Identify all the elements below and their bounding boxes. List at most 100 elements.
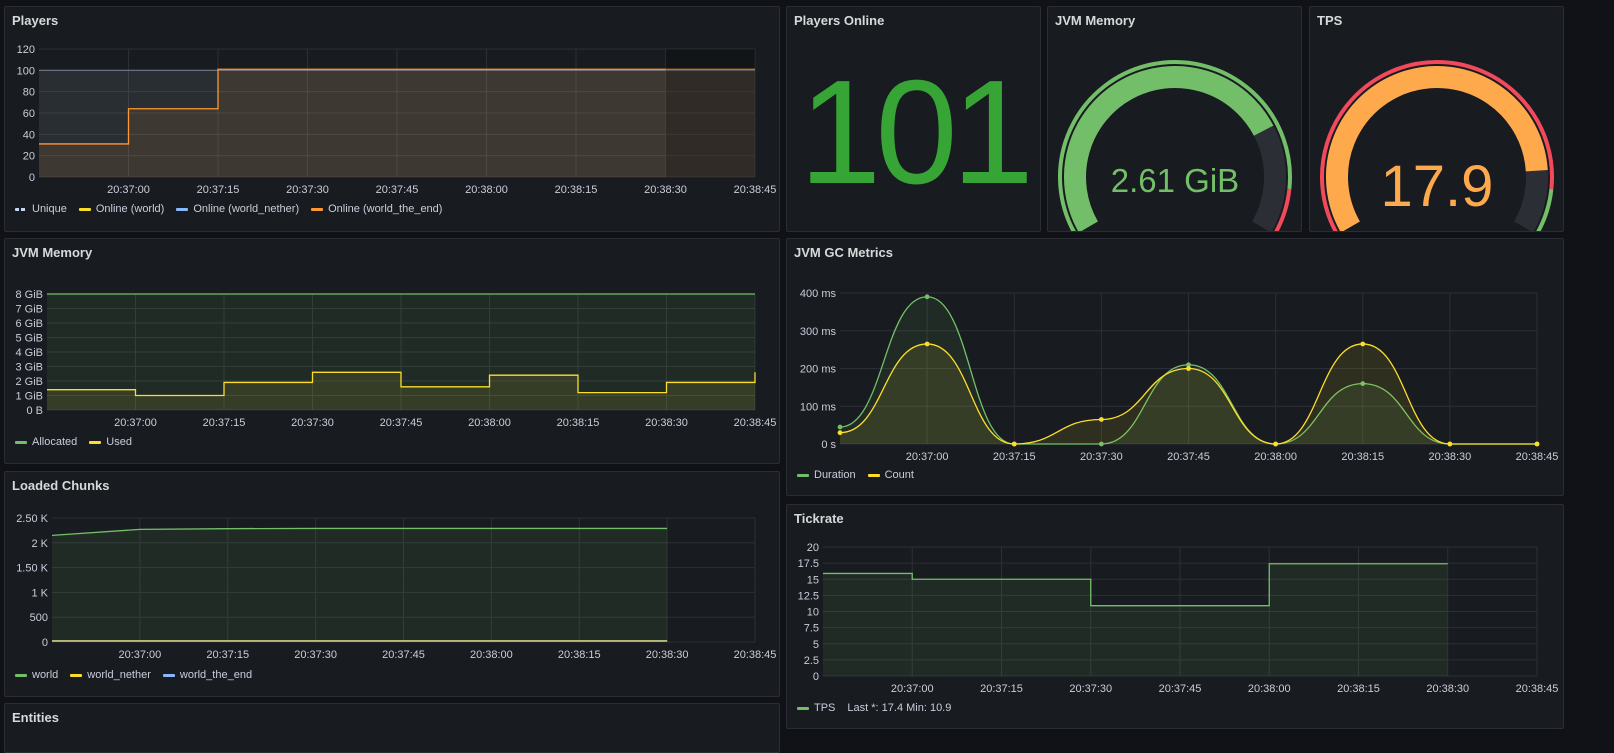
x-tick-label: 20:38:15 — [557, 417, 600, 429]
x-tick-label: 20:38:45 — [734, 184, 777, 196]
legend-swatch — [797, 706, 809, 710]
legend-swatch — [176, 207, 189, 211]
x-tick-label: 20:37:15 — [993, 451, 1036, 463]
x-tick-label: 20:37:30 — [1080, 451, 1123, 463]
players-online-panel: Players Online 101 — [786, 6, 1041, 232]
data-point — [1534, 441, 1540, 447]
x-tick-label: 20:37:45 — [1159, 683, 1202, 695]
legend-item[interactable]: Count — [867, 469, 914, 481]
y-tick-label: 100 — [17, 65, 35, 77]
x-tick-label: 20:37:15 — [206, 649, 249, 661]
y-tick-label: 1 K — [31, 587, 48, 599]
chunks-chart[interactable]: 0 500 1 K 1.50 K 2 K 2.50 K 20:37:00 20:37:15 20… — [5, 472, 780, 697]
legend-item[interactable]: Online (world_nether) — [176, 203, 299, 215]
x-tick-label: 20:37:00 — [891, 683, 934, 695]
y-tick-label: 20 — [23, 151, 35, 163]
jvm-memory-panel: JVM Memory 0 B 1 GiB 2 GiB 3 GiB 4 GiB 5 GiB 6… — [4, 238, 780, 464]
legend-item[interactable]: world_nether — [70, 669, 151, 681]
legend-label: world_the_end — [179, 669, 253, 681]
panel-title: Loaded Chunks — [12, 478, 110, 493]
tickrate-legend: TPS Last *: 17.4 Min: 10.9 — [797, 702, 951, 714]
y-tick-label: 4 GiB — [15, 347, 43, 359]
players-online-value: 101 — [799, 50, 1034, 215]
gauge-threshold-mid — [1320, 60, 1554, 190]
players-chart[interactable]: 0 20 40 60 80 100 120 20:37:00 20:37:15 20:37:30 2… — [5, 7, 780, 232]
legend-item[interactable]: TPS — [797, 702, 835, 714]
series-line — [39, 68, 755, 145]
legend-swatch — [70, 673, 83, 677]
legend-label: Online (world_the_end) — [328, 203, 443, 215]
y-tick-label: 3 GiB — [15, 362, 43, 374]
y-tick-label: 1 GiB — [15, 391, 43, 403]
hover-region — [665, 49, 755, 177]
gc-legend: Duration Count — [797, 469, 914, 481]
gc-chart[interactable]: 0 s 100 ms 200 ms 300 ms 400 ms 20:37:00 20:37… — [787, 239, 1564, 496]
legend-item[interactable]: Online (world_the_end) — [311, 203, 442, 215]
legend-item[interactable]: Duration — [797, 469, 856, 481]
players-legend: Unique Online (world) Online (world_nether… — [15, 203, 442, 215]
data-point — [1360, 381, 1366, 386]
y-tick-label: 7.5 — [804, 623, 819, 635]
jvm-memory-legend: Allocated Used — [15, 436, 132, 448]
panel-title: Players — [12, 13, 59, 28]
jvm-memory-chart[interactable]: 0 B 1 GiB 2 GiB 3 GiB 4 GiB 5 GiB 6 GiB 7 GiB 8 … — [5, 239, 780, 464]
y-tick-label: 7 GiB — [15, 304, 43, 316]
y-tick-label: 100 ms — [800, 401, 837, 413]
legend-item[interactable]: world_the_end — [162, 669, 253, 681]
legend-swatch — [162, 673, 175, 677]
x-tick-label: 20:38:15 — [555, 184, 598, 196]
legend-item[interactable]: Allocated — [15, 436, 77, 448]
x-tick-label: 20:37:45 — [380, 417, 423, 429]
gauge-threshold-ok — [1058, 60, 1292, 231]
panel-title: JVM GC Metrics — [794, 245, 893, 260]
data-point — [1186, 366, 1191, 371]
y-tick-label: 5 — [813, 639, 819, 651]
x-tick-label: 20:38:00 — [465, 184, 508, 196]
gauge-value-arc — [1326, 66, 1548, 231]
x-tick-label: 20:38:30 — [1428, 451, 1471, 463]
x-tick-label: 20:38:00 — [470, 649, 513, 661]
jvm-memory-gauge: 2.61 GiB — [1058, 60, 1292, 231]
tickrate-panel: Tickrate 0 2.5 5 7.5 10 12.5 15 17.5 20 20:37:00 2… — [786, 504, 1564, 729]
gauge-threshold-high — [1274, 188, 1292, 231]
x-tick-label: 20:38:30 — [645, 417, 688, 429]
y-tick-label: 0 — [813, 671, 819, 683]
x-tick-label: 20:37:45 — [382, 649, 425, 661]
y-tick-label: 2 GiB — [15, 376, 43, 388]
legend-stats: Last *: 17.4 Min: 10.9 — [847, 702, 952, 714]
y-tick-label: 15 — [807, 574, 819, 586]
panel-title: JVM Memory — [12, 245, 93, 260]
legend-item[interactable]: Online (world) — [78, 203, 165, 215]
legend-label: Duration — [814, 469, 856, 481]
data-point — [1098, 441, 1104, 447]
series-line — [823, 563, 1448, 607]
legend-item[interactable]: Unique — [15, 203, 67, 215]
legend-label: Unique — [32, 203, 67, 215]
legend-label: Online (world) — [95, 203, 165, 215]
legend-swatch — [867, 473, 880, 477]
panel-title: Entities — [12, 710, 59, 725]
series-area — [840, 343, 1537, 444]
y-tick-label: 0 — [29, 172, 35, 184]
data-point — [924, 294, 930, 300]
gauge-value: 2.61 GiB — [1111, 162, 1239, 199]
tickrate-chart[interactable]: 0 2.5 5 7.5 10 12.5 15 17.5 20 20:37:00 20:37:15 20… — [787, 505, 1564, 729]
x-tick-label: 20:38:30 — [1426, 683, 1469, 695]
y-tick-label: 400 ms — [800, 288, 837, 300]
entities-panel: Entities — [4, 703, 780, 753]
data-point — [1447, 441, 1453, 447]
legend-item[interactable]: Used — [89, 436, 132, 448]
data-point — [837, 430, 843, 436]
legend-swatch — [15, 207, 27, 211]
x-tick-label: 20:37:45 — [376, 184, 419, 196]
x-tick-label: 20:38:45 — [1516, 451, 1559, 463]
y-tick-label: 0 s — [821, 439, 836, 451]
x-tick-label: 20:37:30 — [286, 184, 329, 196]
x-tick-label: 20:38:15 — [1337, 683, 1380, 695]
legend-item[interactable]: world — [15, 669, 58, 681]
tps-gauge: 17.9 — [1320, 60, 1554, 231]
data-point — [1273, 441, 1279, 447]
y-tick-label: 6 GiB — [15, 318, 43, 330]
chunks-legend: world world_nether world_the_end — [15, 669, 252, 681]
x-tick-label: 20:38:00 — [1254, 451, 1297, 463]
